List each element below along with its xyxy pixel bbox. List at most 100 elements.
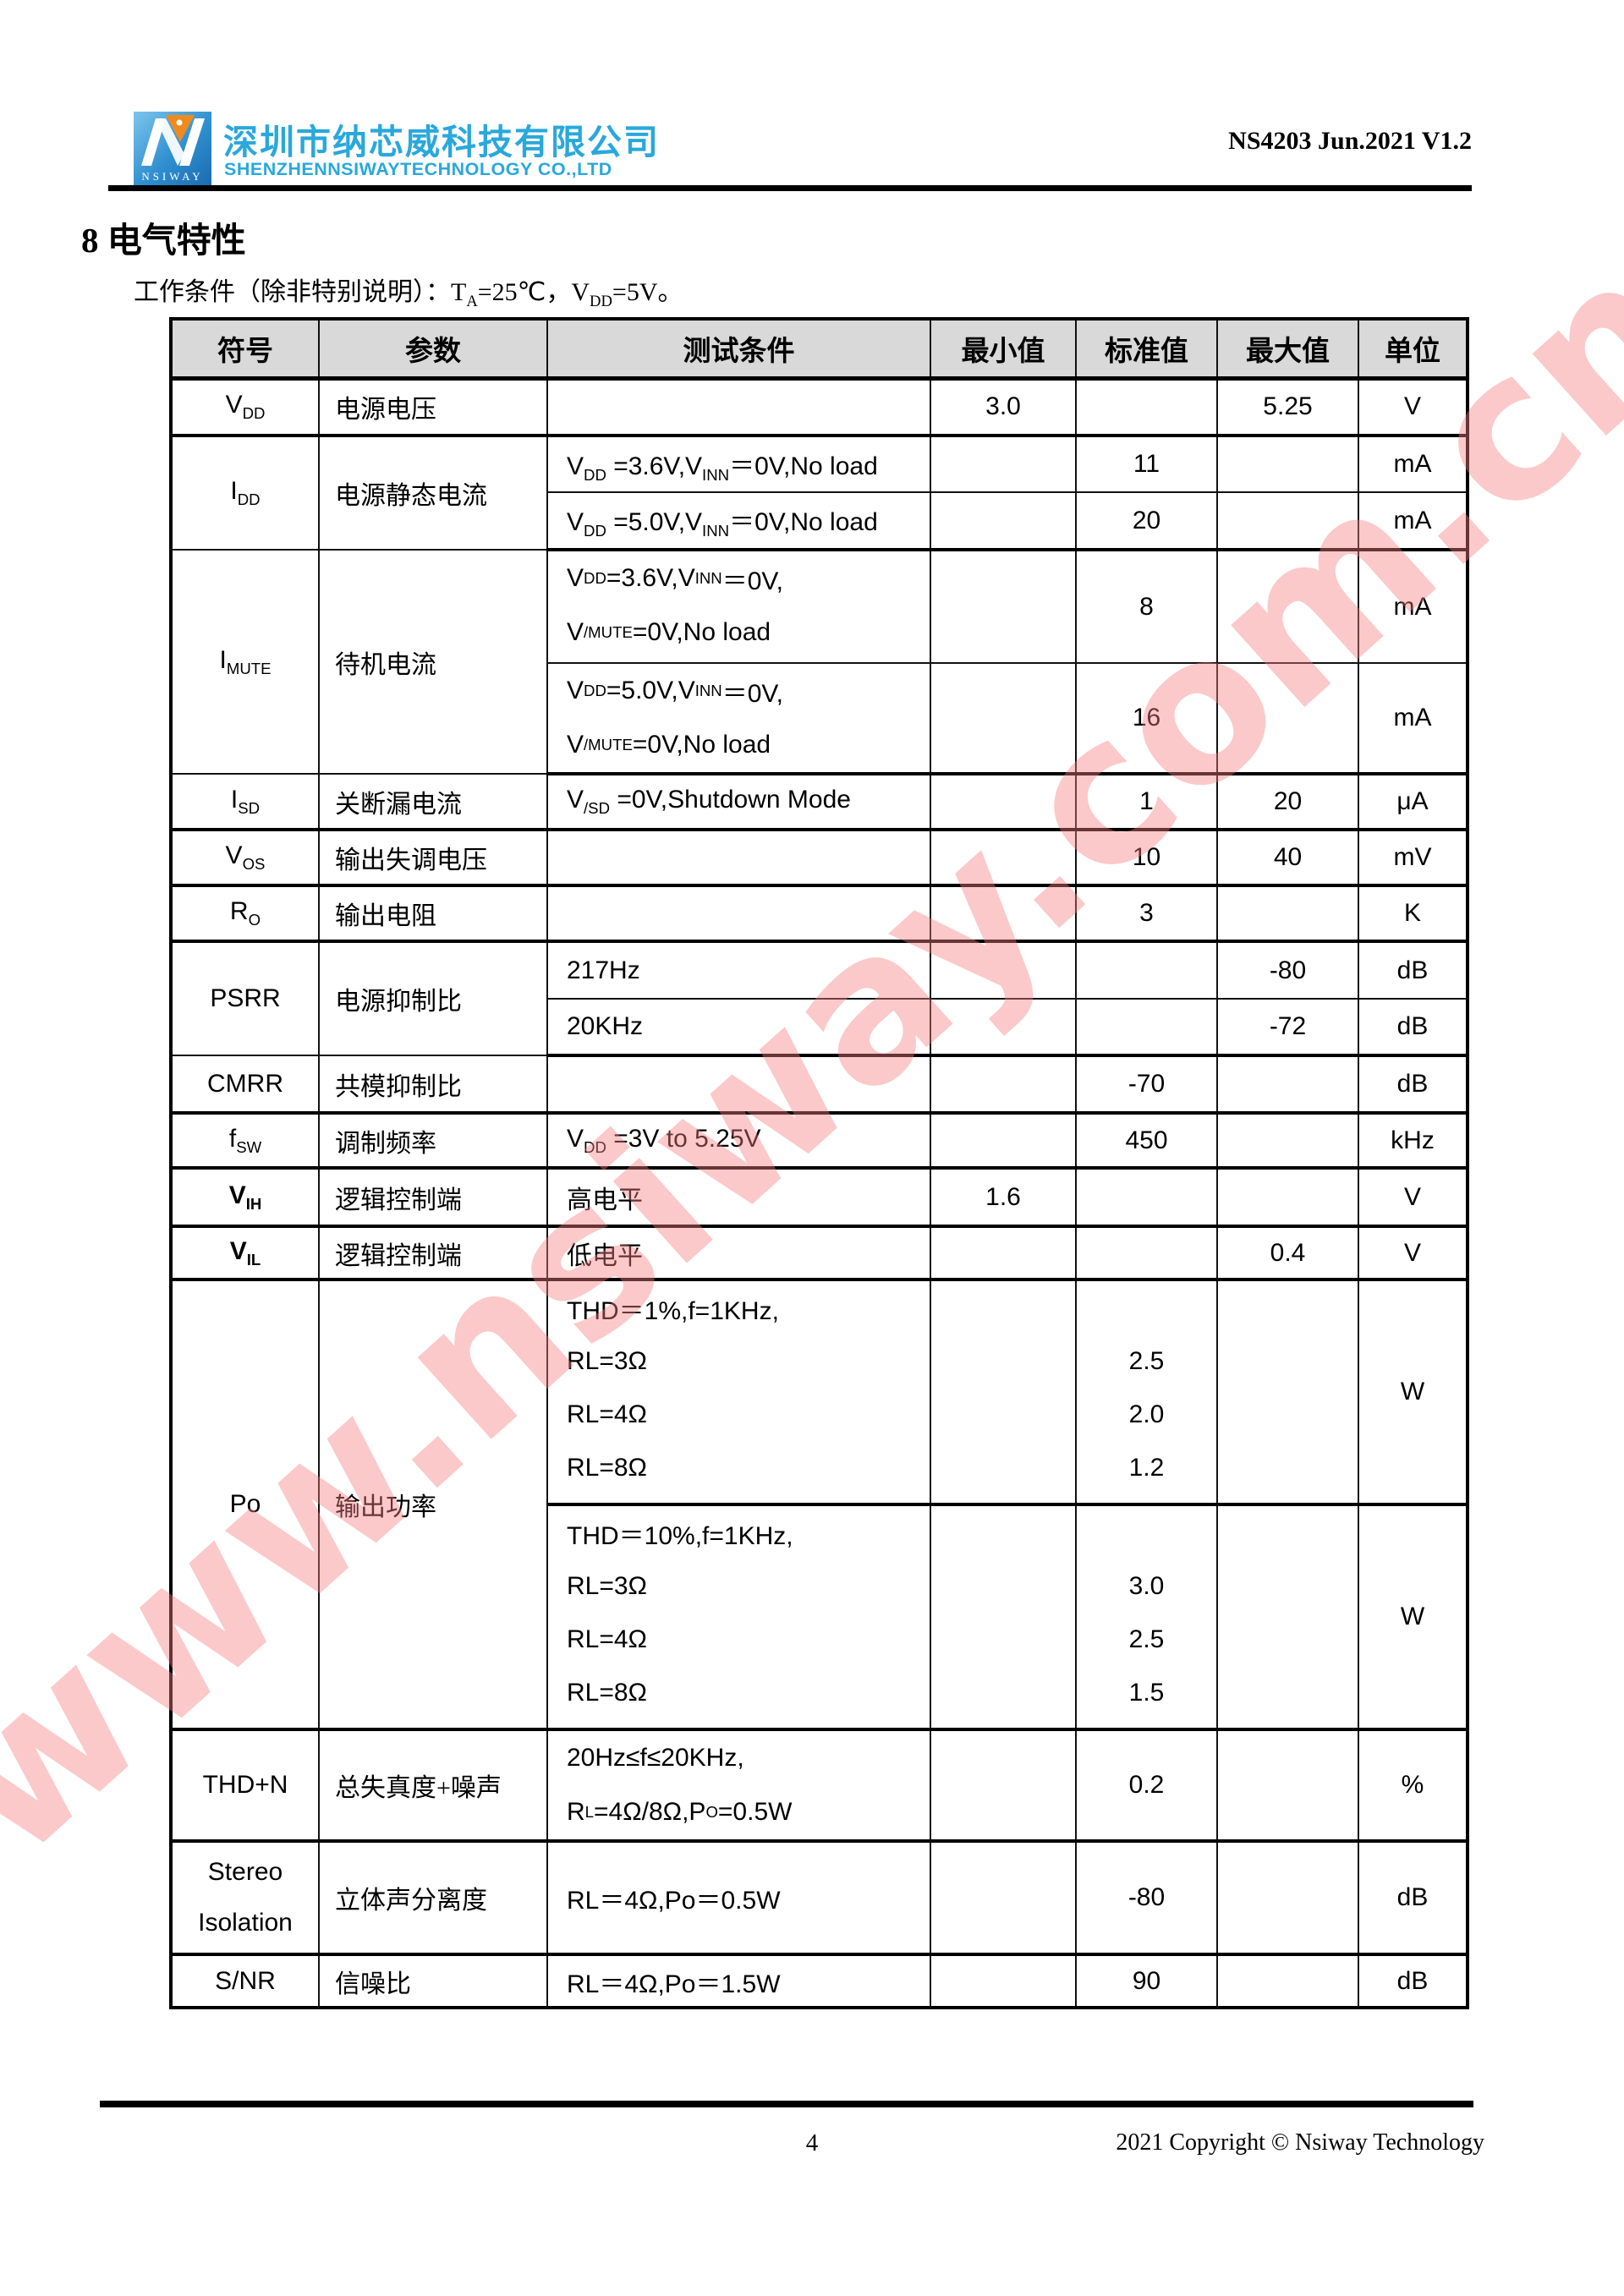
table-row: 20KHz -72 dB (171, 998, 1468, 1057)
symbol-cell: Stereo Isolation (170, 1840, 320, 1956)
table-header-row: 符号 参数 测试条件 最小值 标准值 最大值 单位 (170, 318, 1468, 381)
typ-cell: 0.2 (1075, 1729, 1218, 1843)
symbol-cell: CMRR (170, 1055, 320, 1115)
min-cell (930, 885, 1077, 943)
min-cell (930, 549, 1077, 664)
unit-cell: mA (1358, 435, 1468, 493)
table-row: VIL 逻辑控制端 低电平 0.4 V (170, 1225, 1468, 1281)
typ-cell: 90 (1075, 1954, 1218, 2008)
max-cell: -72 (1216, 998, 1359, 1057)
typ-cell: 10 (1075, 829, 1218, 887)
table-row: VDD =5.0V,VINN＝0V,No load 20 mA (171, 491, 1468, 551)
param-cell: 逻辑控制端 (318, 1225, 548, 1281)
condition-cell (546, 377, 931, 437)
table-row: VDD 电源电压 3.0 5.25 V (170, 377, 1468, 437)
condition-cell: V/SD =0V,Shutdown Mode (546, 773, 931, 831)
symbol-cell: PSRR (170, 940, 320, 1056)
typ-cell: 16 (1075, 662, 1218, 775)
max-cell (1216, 1504, 1359, 1731)
nsiway-logo: NSIWAY (134, 112, 211, 185)
condition-cell: VDD =3V to 5.25V (546, 1112, 931, 1170)
condition-cell: 217Hz (546, 940, 931, 1000)
col-header-unit: 单位 (1358, 318, 1468, 381)
param-cell: 总失真度+噪声 (318, 1729, 548, 1843)
min-cell (930, 998, 1077, 1057)
condition-cell: THD＝10%,f=1KHz, RL=3Ω RL=4Ω RL=8Ω (546, 1504, 931, 1731)
table-row: VOS 输出失调电压 10 40 mV (170, 829, 1468, 887)
company-name-en: SHENZHENNSIWAYTECHNOLOGY CO.,LTD (224, 159, 612, 179)
symbol-cell: IDD (170, 435, 320, 551)
table-row: CMRR 共模抑制比 -70 dB (170, 1055, 1468, 1115)
symbol-cell: THD+N (170, 1729, 320, 1843)
unit-cell: μA (1358, 773, 1468, 831)
max-cell: -80 (1216, 940, 1359, 1000)
condition-cell: VDD =5.0V,VINN＝0V,No load (546, 491, 931, 551)
logo-n-right-stroke (179, 118, 205, 166)
symbol-cell: VDD (170, 377, 320, 437)
symbol-cell: VIL (170, 1225, 320, 1281)
table-row: S/NR 信噪比 RL＝4Ω,Po＝1.5W 90 dB (170, 1954, 1468, 2008)
max-cell: 0.4 (1216, 1225, 1359, 1281)
min-cell (930, 1279, 1077, 1506)
condition-cell: 20Hz≤f≤20KHz, R L =4Ω/8Ω,P O =0.5W (546, 1729, 931, 1843)
symbol-cell: IMUTE (170, 549, 320, 775)
unit-cell: kHz (1358, 1112, 1468, 1170)
condition-cell (546, 885, 931, 943)
logo-n-left-stroke (141, 118, 166, 166)
param-cell: 输出电阻 (318, 885, 548, 943)
param-cell: 信噪比 (318, 1954, 548, 2008)
unit-cell: W (1358, 1279, 1468, 1506)
table-row: ISD 关断漏电流 V/SD =0V,Shutdown Mode 1 20 μA (170, 773, 1468, 831)
min-cell (930, 1055, 1077, 1115)
max-cell (1216, 435, 1359, 493)
unit-cell: V (1358, 377, 1468, 437)
max-cell (1216, 1729, 1359, 1843)
company-name-cn: 深圳市纳芯威科技有限公司 (223, 123, 660, 162)
page-number: 4 (805, 2129, 819, 2156)
condition-cell: 高电平 (546, 1167, 931, 1228)
unit-cell: % (1358, 1729, 1468, 1843)
min-cell (930, 662, 1077, 775)
col-header-symbol: 符号 (170, 318, 320, 381)
param-cell: 关断漏电流 (318, 773, 548, 831)
typ-cell: -70 (1075, 1055, 1218, 1115)
unit-cell: K (1358, 885, 1468, 943)
param-cell: 调制频率 (318, 1112, 548, 1170)
unit-cell: dB (1358, 1055, 1468, 1115)
max-cell (1216, 1279, 1359, 1506)
table-row: IMUTE 待机电流 V DD =3.6V,V INN ＝0V, V/MUTE =0V… (170, 549, 1468, 775)
symbol-cell: Po (170, 1279, 320, 1731)
typ-cell: -80 (1075, 1840, 1218, 1956)
max-cell: 40 (1216, 829, 1359, 887)
condition-cell: VDD =3.6V,VINN＝0V,No load (546, 435, 931, 493)
typ-cell: 20 (1075, 491, 1218, 551)
logo-wordmark: NSIWAY (141, 170, 203, 183)
header-divider (108, 185, 1472, 191)
typ-cell: 8 (1075, 549, 1218, 664)
table-row: fSW 调制频率 VDD =3V to 5.25V 450 kHz (170, 1112, 1468, 1170)
section-title: 8 电气特性 (81, 221, 246, 260)
typ-cell: 3 (1075, 885, 1218, 943)
max-cell (1216, 491, 1359, 551)
table-row: Stereo Isolation 立体声分离度 RL＝4Ω,Po＝0.5W -8… (170, 1840, 1468, 1956)
min-cell (930, 1840, 1077, 1956)
logo-orange-triangle (166, 115, 195, 142)
logo-n-diagonal (156, 118, 184, 166)
max-cell (1216, 885, 1359, 943)
min-cell (930, 491, 1077, 551)
document-reference: NS4203 Jun.2021 V1.2 (1228, 127, 1472, 155)
table-row: IDD 电源静态电流 VDD =3.6V,VINN＝0V,No load 11 … (170, 435, 1468, 551)
min-cell (930, 1504, 1077, 1731)
param-cell: 待机电流 (318, 549, 548, 775)
table-row: PSRR 电源抑制比 217Hz -80 dB (170, 940, 1468, 1056)
unit-cell: dB (1358, 998, 1468, 1057)
param-cell: 输出失调电压 (318, 829, 548, 887)
col-header-min: 最小值 (930, 318, 1077, 381)
min-cell: 1.6 (930, 1167, 1077, 1228)
param-cell: 共模抑制比 (318, 1055, 548, 1115)
table-row: THD+N 总失真度+噪声 20Hz≤f≤20KHz, R L =4Ω/8Ω,P O =… (170, 1729, 1468, 1843)
table-row: V DD =5.0V,V INN ＝0V, V/MUTE =0V,No load 16… (171, 662, 1468, 775)
max-cell (1216, 549, 1359, 664)
min-cell (930, 773, 1077, 831)
table-row: RO 输出电阻 3 K (170, 885, 1468, 943)
